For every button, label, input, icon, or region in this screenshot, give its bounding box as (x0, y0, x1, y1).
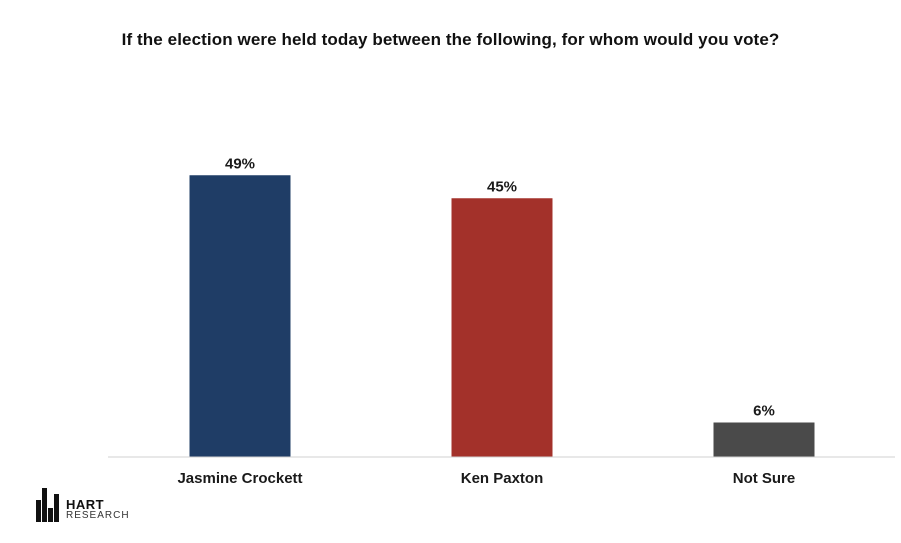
bar-not-sure (713, 422, 815, 457)
chart-title: If the election were held today between … (121, 30, 780, 49)
logo-brand: HART (66, 497, 105, 512)
data-label: 6% (753, 403, 775, 420)
x-tick-label: Ken Paxton (461, 470, 544, 487)
logo-sub: RESEARCH (66, 510, 130, 521)
x-tick-label: Jasmine Crockett (177, 470, 302, 487)
x-tick-label: Not Sure (733, 470, 796, 487)
hart-research-logo: HART RESEARCH (36, 488, 130, 522)
bars-layer (189, 175, 815, 457)
labels-layer: 49% Jasmine Crockett 45% Ken Paxton 6% Not Su… (177, 155, 795, 487)
data-label: 49% (225, 155, 255, 172)
bar-jasmine-crockett (189, 175, 291, 457)
hart-research-bars-icon (36, 488, 60, 522)
bar-ken-paxton (451, 198, 553, 457)
data-label: 45% (487, 178, 517, 195)
